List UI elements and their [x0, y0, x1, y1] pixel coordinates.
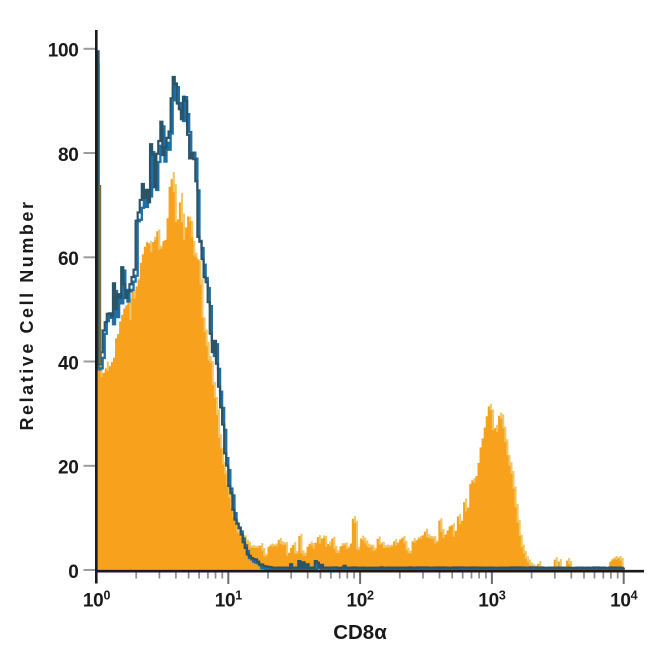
svg-text:CD8α: CD8α [333, 621, 387, 644]
svg-text:80: 80 [58, 145, 79, 166]
svg-text:Relative Cell Number: Relative Cell Number [17, 199, 37, 430]
svg-text:0: 0 [68, 562, 78, 583]
svg-text:100: 100 [48, 41, 79, 62]
svg-text:20: 20 [58, 458, 79, 479]
svg-text:60: 60 [58, 249, 79, 270]
svg-text:40: 40 [58, 353, 79, 374]
